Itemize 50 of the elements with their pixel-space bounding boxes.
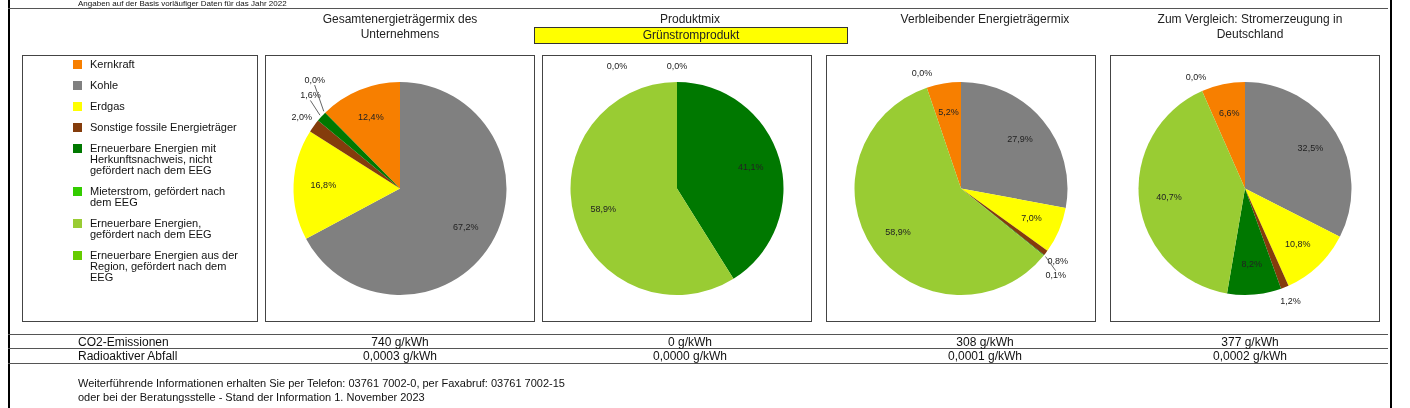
legend-label: Erdgas <box>90 100 126 112</box>
text: 0,0% <box>1185 71 1207 82</box>
legend-label: Erneuerbare Energien aus der Region, gefördert nach dem EEG <box>90 249 239 283</box>
text: CO2-Emissionen <box>78 335 169 349</box>
legend-label: Erneuerbare Energien mit Herkunftsnachweis, nicht gefördert nach dem EEG <box>90 142 217 176</box>
text: 0,0% <box>606 61 628 72</box>
text: 0,0% <box>304 74 325 85</box>
legend-label: Sonstige fossile Energieträger <box>90 121 238 133</box>
data-label: 16,8% <box>310 180 337 191</box>
data-label: 6,6% <box>1218 107 1240 118</box>
text: 0,0002 g/kWh <box>1211 349 1288 363</box>
chart-title: Zum Vergleich: Stromerzeugung in Deutschland <box>1156 12 1344 42</box>
text: Weiterführende Informationen erhalten Sie per Telefon: 03761 7002-0, per Faxabruf: 03761 7002-15 <box>78 376 565 390</box>
legend-label: Kohle <box>90 79 120 91</box>
data-label: 40,7% <box>1156 192 1182 203</box>
data-label: 0,1% <box>1045 270 1066 281</box>
text: 308 g/kWh <box>955 335 1015 349</box>
text: 0,0% <box>666 61 688 72</box>
data-label: 1,2% <box>1280 295 1301 306</box>
data-label: 1,6% <box>300 89 321 100</box>
data-label: 2,0% <box>291 111 312 122</box>
text: Radioaktiver Abfall <box>78 349 178 363</box>
text: 0 g/kWh <box>667 335 713 349</box>
data-label: 8,2% <box>1241 259 1262 270</box>
text: oder bei der Beratungsstelle - Stand der Information 1. November 2023 <box>78 390 425 404</box>
legend-label: Kernkraft <box>90 58 136 70</box>
data-label: 10,8% <box>1285 238 1311 249</box>
text: 740 g/kWh <box>370 335 430 349</box>
chart-subtitle: Grünstromprodukt <box>534 27 848 44</box>
data-label: 58,9% <box>885 226 911 237</box>
data-label: 32,5% <box>1297 142 1324 153</box>
text: 0,0001 g/kWh <box>946 349 1023 363</box>
data-label: 58,9% <box>590 204 617 215</box>
data-label: 5,2% <box>938 107 959 118</box>
data-label: 7,0% <box>1021 213 1042 224</box>
data-label: 67,2% <box>452 222 479 233</box>
data-label: 27,9% <box>1007 133 1033 144</box>
legend-label: Erneuerbare Energien, gefördert nach dem EEG <box>90 217 213 240</box>
text: 0,0003 g/kWh <box>361 349 438 363</box>
text: 0,0000 g/kWh <box>651 349 728 363</box>
legend-label: Mieterstrom, gefördert nach dem EEG <box>90 185 227 208</box>
data-label: 41,1% <box>737 161 764 172</box>
data-label: 12,4% <box>358 112 384 123</box>
chart-title: Produktmix <box>659 12 721 27</box>
text: Angaben auf der Basis vorläufiger Daten für das Jahr 2022 <box>78 0 287 8</box>
chart-title: Verbleibender Energieträgermix <box>899 12 1071 27</box>
data-label: 0,8% <box>1047 256 1069 267</box>
text: 0,0% <box>911 67 933 78</box>
text: 377 g/kWh <box>1220 335 1280 349</box>
chart-title: Gesamtenergieträgermix des Unternehmens <box>321 12 479 42</box>
